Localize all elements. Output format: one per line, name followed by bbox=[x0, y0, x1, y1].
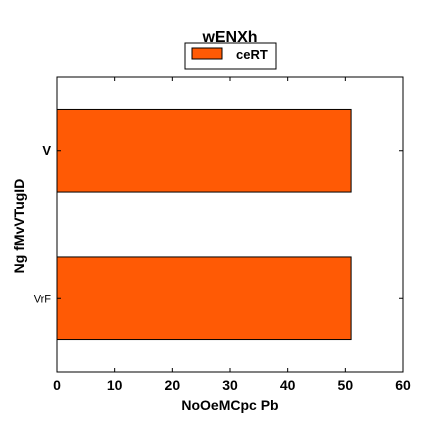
x-axis-label: NoOeMCpc Pb bbox=[181, 397, 278, 413]
x-tick-label: 60 bbox=[395, 377, 411, 393]
y-tick-label: V bbox=[42, 143, 51, 158]
legend: ceRT bbox=[184, 42, 277, 70]
bar-VrF bbox=[56, 256, 352, 341]
legend-label: ceRT bbox=[236, 47, 268, 62]
x-tick-label: 50 bbox=[338, 377, 354, 393]
x-tick-label: 10 bbox=[107, 377, 123, 393]
bars-group bbox=[56, 108, 352, 341]
x-axis: 0 10 20 30 40 50 60 bbox=[53, 77, 411, 393]
x-tick-label: 0 bbox=[53, 377, 61, 393]
chart-title: wENXh bbox=[201, 29, 257, 46]
legend-swatch bbox=[191, 47, 223, 60]
y-axis: V VrF bbox=[34, 143, 403, 305]
x-tick-label: 40 bbox=[280, 377, 296, 393]
y-axis-label: Ng fMvVTugID bbox=[11, 179, 27, 274]
x-tick-label: 20 bbox=[165, 377, 181, 393]
y-tick-label: VrF bbox=[34, 293, 52, 305]
x-tick-label: 30 bbox=[222, 377, 238, 393]
bar-V bbox=[56, 108, 352, 193]
